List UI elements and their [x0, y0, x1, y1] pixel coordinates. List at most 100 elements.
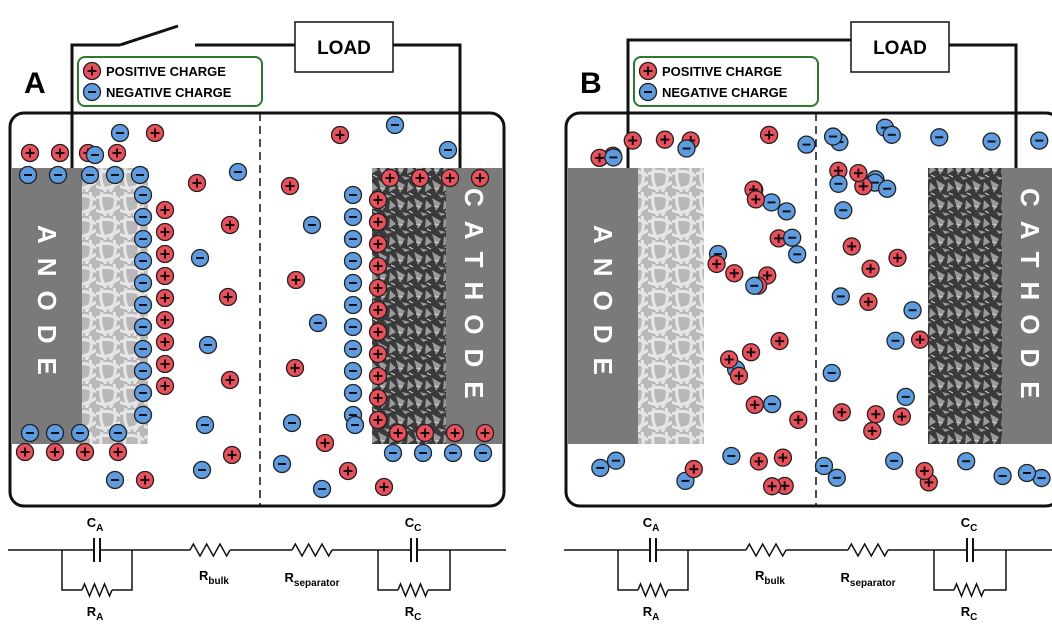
label-main: R [755, 568, 765, 583]
anode-image [638, 168, 704, 444]
charge-sign [160, 293, 170, 303]
positive-charge [762, 477, 782, 496]
cathode [446, 168, 502, 444]
positive-charge [388, 423, 408, 443]
positive-charge [45, 442, 65, 462]
positive-charge [368, 234, 388, 254]
positive-charge [368, 256, 388, 276]
charge-sign [87, 66, 97, 76]
positive-charge [330, 125, 350, 145]
positive-charge [725, 264, 744, 283]
negative-charge [473, 443, 493, 463]
negative-charge [302, 215, 322, 235]
charge-sign [160, 337, 170, 347]
negative-charge [198, 335, 218, 355]
legend-negative: NEGATIVE CHARGE [106, 85, 232, 100]
negative-charge [133, 361, 153, 381]
positive-charge [770, 331, 789, 351]
positive-charge [859, 292, 878, 311]
charge-sign [750, 400, 760, 410]
negative-charge [438, 140, 458, 160]
positive-charge [285, 358, 305, 378]
positive-charge [286, 270, 306, 290]
charge-sign [373, 393, 383, 403]
positive-charge [910, 330, 930, 349]
negative-charge [133, 317, 153, 337]
circuit-label: CA [87, 515, 104, 534]
positive-charge [773, 448, 793, 467]
negative-charge [722, 446, 741, 466]
negative-charge [814, 456, 834, 476]
negative-charge [606, 451, 626, 470]
charge-sign [112, 148, 122, 158]
positive-charge [155, 354, 175, 374]
charge-sign [25, 148, 35, 158]
charge-sign [373, 371, 383, 381]
charge-sign [746, 347, 756, 357]
negative-charge [677, 139, 696, 158]
legend-positive: POSITIVE CHARGE [106, 64, 226, 79]
charge-sign [223, 292, 233, 302]
negative-charge [993, 466, 1012, 486]
label-sub: C [970, 523, 977, 534]
charge-sign [373, 261, 383, 271]
label-main: C [405, 515, 415, 530]
label-sub: bulk [764, 576, 785, 587]
charge-sign [628, 136, 638, 146]
label-main: R [643, 604, 653, 619]
positive-charge [655, 130, 675, 149]
charge-sign [227, 450, 237, 460]
charge-sign [55, 148, 65, 158]
resistor [745, 542, 787, 558]
negative-charge [777, 202, 796, 221]
label-main: R [841, 570, 851, 585]
charge-sign [20, 447, 30, 457]
negative-charge [930, 128, 949, 147]
positive-charge [638, 61, 658, 81]
negative-charge [797, 135, 816, 154]
positive-charge [155, 332, 175, 352]
charge-sign [480, 428, 490, 438]
resistor [637, 582, 669, 598]
negative-charge [884, 451, 904, 471]
negative-charge [762, 193, 781, 212]
positive-charge [368, 410, 388, 430]
circuit-wire [332, 549, 506, 591]
negative-charge [133, 185, 153, 205]
negative-charge [45, 423, 65, 443]
negative-charge [133, 229, 153, 249]
positive-charge [155, 310, 175, 330]
negative-charge [343, 317, 363, 337]
negative-charge [783, 228, 802, 247]
negative-charge [133, 273, 153, 293]
anode-label: ANODE [32, 225, 62, 389]
legend-positive: POSITIVE CHARGE [662, 64, 782, 79]
charge-sign [643, 66, 653, 76]
load-label: LOAD [873, 38, 927, 59]
negative-charge [105, 470, 125, 490]
negative-charge [48, 165, 68, 185]
charge-sign [160, 315, 170, 325]
negative-charge [192, 460, 212, 480]
circuit-label: Rbulk [199, 568, 229, 587]
positive-charge [866, 405, 886, 424]
negative-charge [957, 452, 976, 471]
cathode-image [928, 168, 1002, 444]
label-sub: C [414, 523, 421, 534]
charge-sign [793, 415, 803, 425]
charge-sign [920, 466, 930, 476]
charge-sign [373, 239, 383, 249]
negative-charge [308, 313, 328, 333]
charge-sign [445, 173, 455, 183]
label-main: C [87, 515, 97, 530]
charge-sign [778, 453, 788, 463]
positive-charge [82, 61, 102, 81]
positive-charge [15, 442, 35, 462]
circuit-label: RC [961, 604, 978, 623]
positive-charge [315, 433, 335, 453]
negative-charge [745, 276, 764, 295]
label-sub: bulk [208, 576, 229, 587]
negative-charge [1017, 463, 1037, 483]
negative-charge [591, 458, 610, 478]
negative-charge [133, 339, 153, 359]
